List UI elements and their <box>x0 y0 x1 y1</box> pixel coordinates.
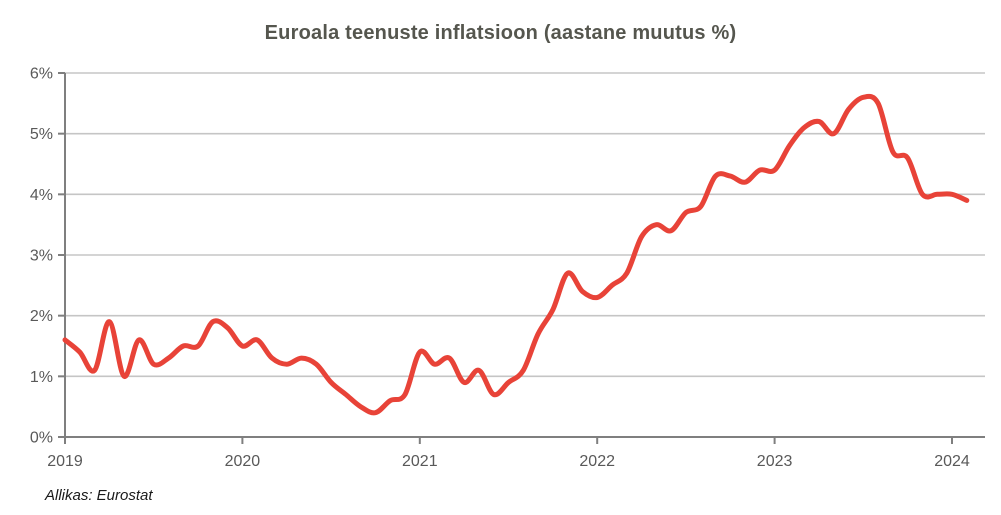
y-tick-label: 5% <box>30 126 53 143</box>
y-tick-label: 0% <box>30 430 53 447</box>
y-tick-label: 3% <box>30 248 53 265</box>
inflation-data-line <box>62 93 970 416</box>
chart-title: Euroala teenuste inflatsioon (aastane mu… <box>264 22 737 44</box>
y-tick-label: 2% <box>30 308 53 325</box>
y-tick-label: 1% <box>30 369 53 386</box>
x-tick-label: 2024 <box>934 453 970 470</box>
x-tick-label: 2020 <box>225 453 261 470</box>
y-tick-label: 6% <box>30 66 53 83</box>
x-tick-label: 2021 <box>402 453 438 470</box>
x-tick-label: 2022 <box>579 453 615 470</box>
x-tick-label: 2023 <box>757 453 793 470</box>
y-tick-label: 4% <box>30 187 53 204</box>
x-tick-label: 2019 <box>47 453 83 470</box>
source-note: Allikas: Eurostat <box>45 487 153 504</box>
